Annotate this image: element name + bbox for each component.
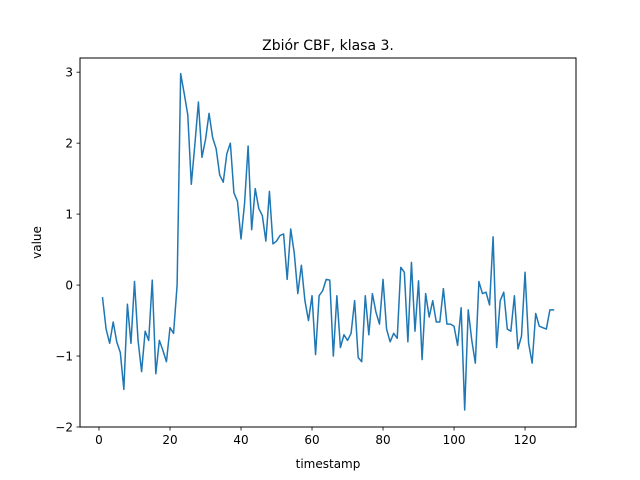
y-tick-label: 0 [65,278,73,292]
axes-frame [79,57,577,428]
x-tick-label: 40 [233,433,248,447]
y-tick-label: −2 [55,420,73,434]
x-tick-label: 60 [304,433,319,447]
y-axis-label: value [30,226,44,259]
plot-area [101,72,555,411]
y-tick-label: 3 [65,65,73,79]
x-tick-label: 20 [162,433,177,447]
axes-ticks: 0 20 40 60 80 100 120 −2 −1 0 1 2 3 [55,65,536,447]
series-line [101,72,555,411]
x-axis-label: timestamp [296,457,361,471]
y-tick-label: 2 [65,136,73,150]
x-tick-label: 120 [514,433,537,447]
x-tick-label: 0 [95,433,103,447]
y-tick-label: −1 [55,349,73,363]
y-tick-label: 1 [65,207,73,221]
x-tick-label: 100 [443,433,466,447]
x-tick-label: 80 [375,433,390,447]
chart-title: Zbiór CBF, klasa 3. [262,38,394,54]
